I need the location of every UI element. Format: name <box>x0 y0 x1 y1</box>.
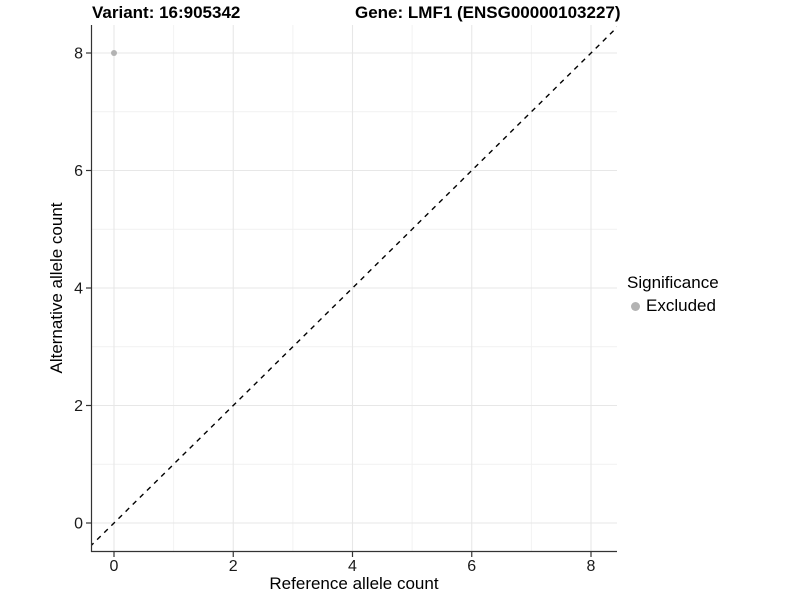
y-tick-label: 6 <box>74 163 83 180</box>
legend-title: Significance <box>627 273 719 292</box>
y-tick-label: 8 <box>74 46 83 63</box>
y-tick-label: 2 <box>74 398 83 415</box>
y-axis-title: Alternative allele count <box>47 202 66 374</box>
x-tick-label: 6 <box>467 558 476 575</box>
x-tick-label: 8 <box>587 558 596 575</box>
x-tick-label: 4 <box>348 558 357 575</box>
gene-title: Gene: LMF1 (ENSG00000103227) <box>355 3 621 22</box>
y-tick-label: 4 <box>74 281 83 298</box>
x-tick-label: 2 <box>229 558 238 575</box>
legend-item-excluded: Excluded <box>627 296 719 316</box>
legend-item-label: Excluded <box>646 296 716 315</box>
identity-line <box>91 26 617 547</box>
x-tick-label: 0 <box>110 558 119 575</box>
y-tick-label: 0 <box>74 516 83 533</box>
excluded-point-icon <box>631 301 640 311</box>
x-axis-title: Reference allele count <box>269 574 439 593</box>
legend: Significance Excluded <box>627 273 719 316</box>
variant-title: Variant: 16:905342 <box>92 3 241 22</box>
data-point <box>111 50 117 56</box>
